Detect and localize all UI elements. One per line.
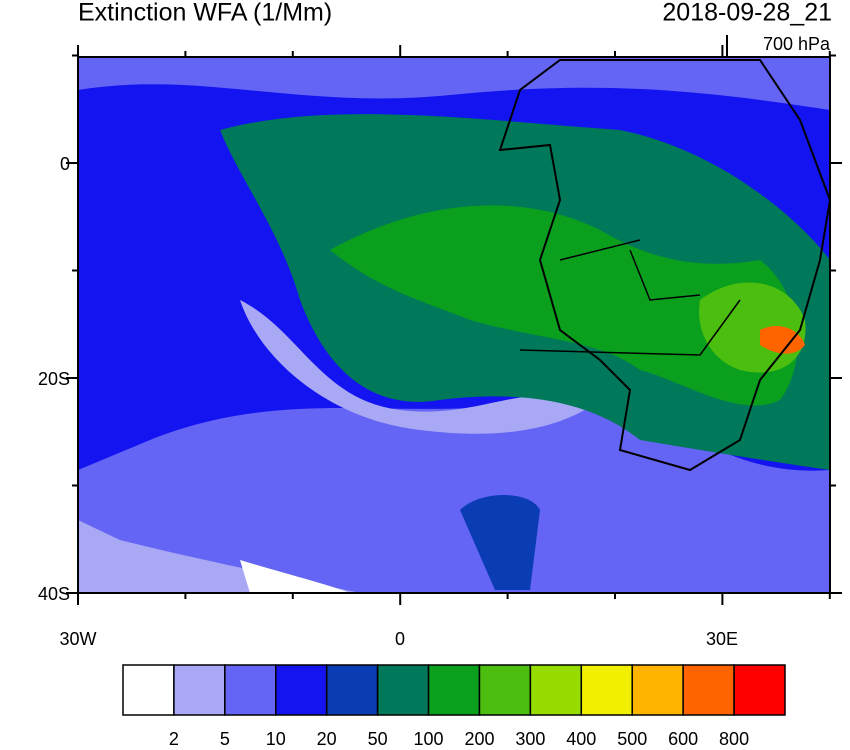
lon-label: 30E	[706, 629, 738, 649]
colorbar-label: 2	[169, 729, 179, 749]
colorbar-label: 500	[617, 729, 647, 749]
colorbar-label: 800	[719, 729, 749, 749]
lat-label: 20S	[38, 369, 70, 389]
lon-label: 0	[395, 629, 405, 649]
colorbar-label: 100	[414, 729, 444, 749]
lat-label: 0	[60, 154, 70, 174]
colorbar: 2 5 10 20 50 100 200 300 400 500 600 800	[122, 664, 786, 749]
colorbar-label: 600	[668, 729, 698, 749]
colorbar-box	[427, 664, 481, 716]
colorbar-box	[478, 664, 532, 716]
lat-label: 40S	[38, 584, 70, 604]
colorbar-label: 5	[220, 729, 230, 749]
title: Extinction WFA (1/Mm)	[78, 0, 332, 27]
map-field	[78, 57, 830, 593]
colorbar-label: 200	[464, 729, 494, 749]
colorbar-box	[733, 664, 786, 716]
colorbar-box	[529, 664, 583, 716]
map-frame	[77, 56, 831, 594]
colorbar-label: 10	[266, 729, 286, 749]
colorbar-box	[580, 664, 633, 716]
colorbar-label: 300	[515, 729, 545, 749]
valid-time: 2018-09-28_21	[662, 0, 832, 27]
colorbar-box	[122, 664, 175, 716]
colorbar-box	[173, 664, 226, 716]
colorbar-label: 20	[317, 729, 337, 749]
colorbar-label: 400	[566, 729, 596, 749]
colorbar-label: 50	[368, 729, 388, 749]
pressure-level: 700 hPa	[763, 34, 831, 54]
lon-label: 30W	[59, 629, 96, 649]
map-ticks	[66, 45, 842, 605]
colorbar-box	[275, 664, 328, 716]
colorbar-box	[376, 664, 430, 716]
colorbar-box	[224, 664, 277, 716]
colorbar-box	[682, 664, 735, 716]
colorbar-box	[325, 664, 379, 716]
colorbar-box	[631, 664, 684, 716]
